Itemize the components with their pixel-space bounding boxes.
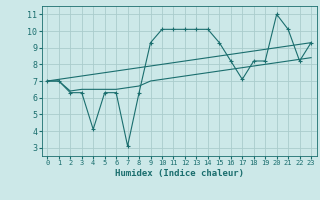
X-axis label: Humidex (Indice chaleur): Humidex (Indice chaleur) bbox=[115, 169, 244, 178]
